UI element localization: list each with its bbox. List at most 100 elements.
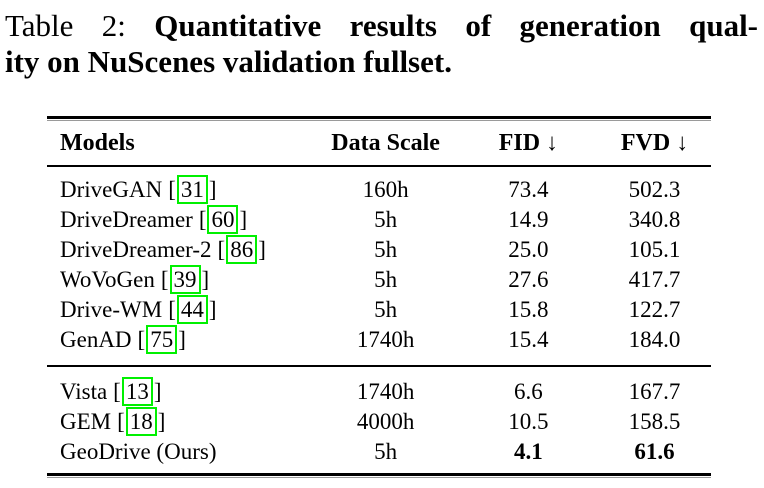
col-header-models: Models xyxy=(60,130,135,156)
table-row: DriveDreamer-2[86] 5h 25.0 105.1 xyxy=(47,235,711,265)
data-scale-cell: 5h xyxy=(374,207,398,232)
col-header-data-scale: Data Scale xyxy=(331,130,440,156)
citation: [86] xyxy=(217,235,266,264)
citation: [60] xyxy=(198,205,248,234)
citation-link[interactable]: 86 xyxy=(226,235,258,264)
data-scale-cell: 5h xyxy=(374,439,398,464)
table-row: GenAD[75] 1740h 15.4 184.0 xyxy=(47,325,711,355)
cite-bracket-close: ] xyxy=(178,327,186,352)
col-header-fvd: FVD ↓ xyxy=(620,130,689,156)
fid-cell: 15.4 xyxy=(508,327,549,352)
citation: [18] xyxy=(117,407,166,436)
table-row-ours: GeoDrive (Ours) 5h 4.1 61.6 xyxy=(47,437,711,467)
model-cell: DriveDreamer[60] xyxy=(47,205,313,235)
table-header-rule xyxy=(47,165,711,167)
citation-link[interactable]: 18 xyxy=(125,407,157,436)
cite-bracket-close: ] xyxy=(258,237,266,262)
table-row: Vista[13] 1740h 6.6 167.7 xyxy=(47,377,711,407)
cite-bracket-close: ] xyxy=(201,267,210,292)
data-scale-cell: 5h xyxy=(374,267,398,292)
table-row: GEM[18] 4000h 10.5 158.5 xyxy=(47,407,711,437)
model-name: GEM xyxy=(60,409,112,434)
cite-bracket-open: [ xyxy=(113,379,121,404)
data-scale-cell: 1740h xyxy=(356,327,415,352)
data-scale-cell: 5h xyxy=(374,297,398,322)
fid-cell: 73.4 xyxy=(508,177,549,202)
model-name: GenAD xyxy=(60,327,132,352)
caption-title-part2: ity on NuScenes validation fullset. xyxy=(5,44,452,79)
fid-cell: 14.9 xyxy=(508,207,549,232)
citation-link[interactable]: 60 xyxy=(207,205,239,234)
cite-bracket-close: ] xyxy=(153,379,162,404)
cite-bracket-close: ] xyxy=(208,297,217,322)
table-header-row: Models Data Scale FID ↓ FVD ↓ xyxy=(47,121,711,165)
fvd-cell: 122.7 xyxy=(628,297,681,322)
fvd-cell: 158.5 xyxy=(628,409,681,434)
fid-cell: 10.5 xyxy=(508,409,549,434)
table-section-ours: Vista[13] 1740h 6.6 167.7 GEM[18] 4000h … xyxy=(47,367,711,473)
cite-bracket-open: [ xyxy=(198,207,207,232)
citation-link[interactable]: 44 xyxy=(176,295,208,324)
caption-line-1: Table 2: Quantitative results of generat… xyxy=(5,8,758,44)
model-cell: Drive-WM[44] xyxy=(47,295,313,325)
data-scale-cell: 4000h xyxy=(356,409,415,434)
citation: [13] xyxy=(113,377,162,406)
model-cell: Vista[13] xyxy=(47,377,313,407)
model-cell: GEM[18] xyxy=(47,407,313,437)
model-cell: DriveDreamer-2[86] xyxy=(47,235,313,265)
fvd-cell: 340.8 xyxy=(628,207,681,232)
citation: [75] xyxy=(137,325,186,354)
cite-bracket-open: [ xyxy=(168,177,176,202)
col-header-fid: FID ↓ xyxy=(498,130,559,156)
results-table: Models Data Scale FID ↓ FVD ↓ DriveGAN[3… xyxy=(47,116,711,478)
citation-link[interactable]: 39 xyxy=(169,265,201,294)
citation: [44] xyxy=(168,295,217,324)
model-name: Drive-WM xyxy=(60,297,163,322)
data-scale-cell: 160h xyxy=(362,177,409,202)
fid-cell: 15.8 xyxy=(508,297,549,322)
model-name: Vista xyxy=(60,379,108,404)
citation-link[interactable]: 75 xyxy=(146,325,178,354)
model-cell: WoVoGen[39] xyxy=(47,265,313,295)
table-row: WoVoGen[39] 5h 27.6 417.7 xyxy=(47,265,711,295)
caption-label: Table 2: xyxy=(5,8,126,43)
model-name: GeoDrive (Ours) xyxy=(60,439,217,464)
citation: [31] xyxy=(168,175,217,204)
cite-bracket-open: [ xyxy=(117,409,125,434)
cite-bracket-close: ] xyxy=(157,409,166,434)
caption-title-part1: Quantitative results of generation qual- xyxy=(154,8,759,43)
fid-cell: 27.6 xyxy=(508,267,549,292)
cite-bracket-open: [ xyxy=(137,327,146,352)
citation: [39] xyxy=(161,265,210,294)
table-row: DriveGAN[31] 160h 73.4 502.3 xyxy=(47,175,711,205)
model-name: DriveDreamer-2 xyxy=(60,237,212,262)
fid-cell: 6.6 xyxy=(514,379,543,404)
table-row: DriveDreamer[60] 5h 14.9 340.8 xyxy=(47,205,711,235)
cite-bracket-open: [ xyxy=(217,237,226,262)
table-section-baselines: DriveGAN[31] 160h 73.4 502.3 DriveDreame… xyxy=(47,167,711,365)
fvd-cell: 184.0 xyxy=(628,327,681,352)
citation-link[interactable]: 13 xyxy=(121,377,153,406)
table-caption: Table 2: Quantitative results of generat… xyxy=(5,8,758,80)
citation-link[interactable]: 31 xyxy=(176,175,208,204)
cite-bracket-close: ] xyxy=(239,207,248,232)
model-name: WoVoGen xyxy=(60,267,155,292)
data-scale-cell: 5h xyxy=(374,237,398,262)
table-bottom-rule xyxy=(47,473,711,478)
table-mid-rule xyxy=(47,365,711,367)
model-cell: GeoDrive (Ours) xyxy=(47,437,313,467)
fid-cell: 25.0 xyxy=(508,237,549,262)
cite-bracket-open: [ xyxy=(168,297,176,322)
fvd-cell-best: 61.6 xyxy=(634,439,675,464)
data-scale-cell: 1740h xyxy=(356,379,415,404)
model-cell: DriveGAN[31] xyxy=(47,175,313,205)
table-row: Drive-WM[44] 5h 15.8 122.7 xyxy=(47,295,711,325)
model-name: DriveGAN xyxy=(60,177,163,202)
fvd-cell: 105.1 xyxy=(628,237,681,262)
model-cell: GenAD[75] xyxy=(47,325,313,355)
fid-cell-best: 4.1 xyxy=(514,439,543,464)
table-top-rule xyxy=(47,116,711,121)
fvd-cell: 417.7 xyxy=(628,267,681,292)
model-name: DriveDreamer xyxy=(60,207,193,232)
